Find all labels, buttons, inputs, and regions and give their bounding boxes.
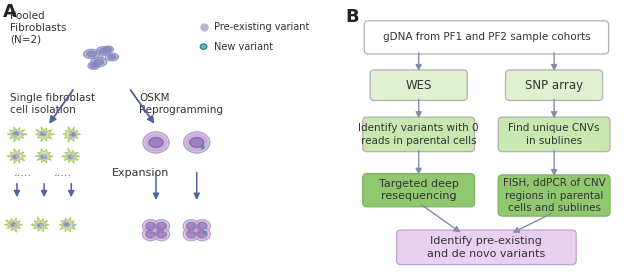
Polygon shape	[13, 156, 17, 158]
Polygon shape	[186, 222, 196, 230]
Text: gDNA from PF1 and PF2 sample cohorts: gDNA from PF1 and PF2 sample cohorts	[383, 32, 590, 42]
Text: Single fibroblast
cell isolation: Single fibroblast cell isolation	[10, 93, 95, 115]
Polygon shape	[146, 230, 156, 238]
Polygon shape	[14, 132, 18, 135]
Polygon shape	[60, 217, 76, 232]
Polygon shape	[154, 227, 170, 241]
Circle shape	[204, 231, 206, 233]
Polygon shape	[87, 51, 97, 57]
Polygon shape	[65, 223, 68, 226]
Polygon shape	[189, 138, 204, 147]
Circle shape	[201, 146, 204, 149]
Polygon shape	[70, 133, 76, 137]
Text: Identify pre-existing
and de novo variants: Identify pre-existing and de novo varian…	[428, 236, 545, 259]
Polygon shape	[42, 155, 45, 158]
Polygon shape	[91, 57, 107, 67]
Polygon shape	[157, 230, 166, 238]
Polygon shape	[35, 149, 52, 163]
Polygon shape	[38, 224, 42, 227]
Polygon shape	[88, 62, 100, 69]
Polygon shape	[42, 133, 45, 135]
Polygon shape	[63, 222, 70, 227]
Polygon shape	[149, 138, 163, 147]
Polygon shape	[4, 218, 22, 232]
Polygon shape	[68, 155, 74, 159]
Polygon shape	[197, 222, 207, 230]
Circle shape	[200, 44, 207, 49]
Polygon shape	[7, 127, 27, 142]
Polygon shape	[12, 155, 19, 159]
Polygon shape	[143, 227, 159, 241]
FancyBboxPatch shape	[506, 70, 603, 101]
Polygon shape	[36, 127, 54, 142]
Polygon shape	[40, 155, 47, 159]
FancyBboxPatch shape	[363, 117, 475, 152]
Text: Expansion: Expansion	[112, 168, 170, 178]
Text: FISH, ddPCR of CNV
regions in parental
cells and sublines: FISH, ddPCR of CNV regions in parental c…	[503, 178, 605, 213]
Polygon shape	[94, 59, 104, 65]
Text: A: A	[3, 3, 17, 21]
Text: OSKM
Reprogramming: OSKM Reprogramming	[139, 93, 223, 115]
Polygon shape	[183, 227, 200, 241]
Polygon shape	[194, 227, 211, 241]
Text: Targeted deep
resequencing: Targeted deep resequencing	[379, 179, 459, 201]
Text: .....: .....	[13, 168, 31, 178]
Polygon shape	[146, 222, 156, 230]
Text: WES: WES	[406, 79, 432, 92]
Polygon shape	[71, 133, 75, 136]
Polygon shape	[7, 149, 26, 164]
FancyBboxPatch shape	[397, 230, 576, 265]
FancyBboxPatch shape	[364, 21, 609, 54]
Polygon shape	[183, 220, 200, 233]
Polygon shape	[40, 132, 47, 136]
Polygon shape	[31, 217, 49, 232]
Polygon shape	[69, 156, 73, 158]
Polygon shape	[157, 222, 166, 230]
Polygon shape	[106, 53, 118, 61]
Polygon shape	[154, 220, 170, 233]
Polygon shape	[63, 127, 81, 142]
Text: Identify variants with 0
reads in parental cells: Identify variants with 0 reads in parent…	[358, 123, 479, 145]
FancyBboxPatch shape	[498, 175, 610, 216]
Polygon shape	[96, 47, 111, 55]
Text: SNP array: SNP array	[525, 79, 583, 92]
Polygon shape	[143, 132, 169, 153]
Polygon shape	[37, 223, 44, 227]
Polygon shape	[143, 220, 159, 233]
Polygon shape	[10, 222, 17, 227]
Polygon shape	[184, 132, 210, 153]
Text: B: B	[345, 8, 358, 26]
FancyBboxPatch shape	[498, 117, 610, 152]
Polygon shape	[103, 46, 113, 53]
Polygon shape	[105, 47, 111, 51]
Text: Pooled
Fibroblasts
(N=2): Pooled Fibroblasts (N=2)	[10, 11, 67, 44]
Polygon shape	[108, 55, 116, 59]
Polygon shape	[13, 132, 19, 136]
Text: Pre-existing variant: Pre-existing variant	[214, 22, 309, 32]
Polygon shape	[100, 56, 103, 59]
Polygon shape	[186, 230, 196, 238]
FancyBboxPatch shape	[363, 174, 475, 207]
FancyBboxPatch shape	[370, 70, 467, 101]
Polygon shape	[90, 64, 97, 68]
Polygon shape	[61, 149, 79, 163]
Polygon shape	[99, 48, 108, 54]
Text: New variant: New variant	[214, 42, 273, 52]
Polygon shape	[197, 230, 207, 238]
Polygon shape	[194, 220, 211, 233]
Text: Find unique CNVs
in sublines: Find unique CNVs in sublines	[508, 123, 600, 145]
Polygon shape	[146, 134, 166, 151]
Polygon shape	[12, 223, 15, 226]
Polygon shape	[84, 49, 100, 59]
Text: .....: .....	[54, 168, 72, 178]
Polygon shape	[186, 134, 207, 151]
